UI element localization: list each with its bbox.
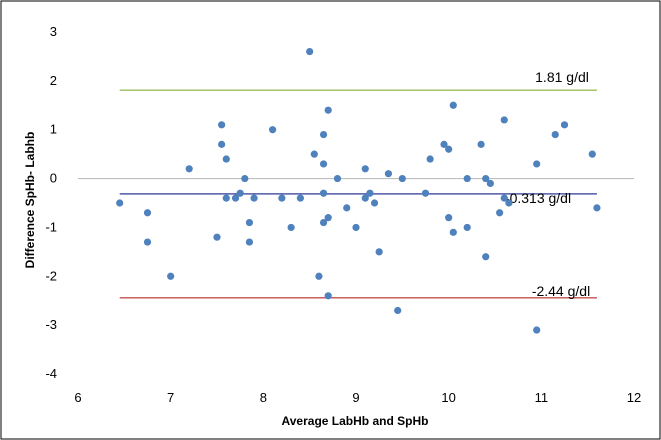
- y-tick-label: 3: [50, 24, 57, 39]
- data-point: [324, 106, 332, 114]
- data-point: [222, 194, 230, 202]
- data-point: [449, 228, 457, 236]
- data-point: [218, 121, 226, 129]
- data-point: [241, 174, 249, 183]
- y-tick-label: -3: [45, 317, 57, 332]
- y-axis-label: Difference SpHb- Labhb: [23, 132, 37, 269]
- reference-line-label: -0.313 g/dl: [505, 190, 571, 206]
- x-tick-label: 11: [535, 390, 549, 405]
- data-point: [533, 160, 541, 168]
- reference-line-label: 1.81 g/dl: [535, 69, 589, 85]
- data-point: [398, 174, 406, 183]
- data-point: [482, 174, 490, 183]
- data-point: [482, 253, 490, 261]
- data-point: [231, 194, 240, 202]
- data-point: [486, 179, 494, 188]
- data-point: [394, 306, 402, 315]
- data-point: [333, 174, 342, 183]
- data-point: [218, 140, 226, 148]
- data-point: [287, 223, 295, 232]
- data-point: [236, 189, 244, 197]
- data-point: [366, 189, 374, 197]
- data-point: [463, 174, 471, 183]
- reference-line-label: -2.44 g/dl: [532, 283, 590, 299]
- data-point: [533, 326, 541, 334]
- data-point: [319, 189, 328, 197]
- data-point: [370, 199, 379, 207]
- data-point: [463, 223, 471, 232]
- data-point: [143, 238, 152, 246]
- data-point: [551, 131, 559, 139]
- data-point: [315, 272, 323, 280]
- data-point: [445, 145, 453, 153]
- data-point: [449, 101, 457, 109]
- data-point: [593, 204, 601, 212]
- data-point: [296, 194, 304, 202]
- data-point: [361, 165, 369, 173]
- data-point: [222, 155, 230, 163]
- y-tick-label: -2: [45, 268, 57, 283]
- data-point: [500, 116, 508, 124]
- data-point: [213, 233, 221, 241]
- data-point: [445, 214, 453, 222]
- x-tick-label: 6: [74, 390, 81, 405]
- data-point: [384, 170, 393, 178]
- data-point: [324, 214, 332, 222]
- reference-lines-layer: 1.81 g/dl -0.313 g/dl -2.44 g/dl: [119, 69, 597, 299]
- data-point: [343, 204, 351, 212]
- x-tick-label: 7: [167, 390, 174, 405]
- data-point: [319, 218, 328, 227]
- data-point: [352, 223, 360, 232]
- data-point: [278, 194, 286, 202]
- x-tick-label: 12: [627, 390, 641, 405]
- data-point: [477, 140, 485, 148]
- x-tick-label: 8: [260, 390, 267, 405]
- data-point: [245, 238, 254, 246]
- x-tick-label: 9: [352, 390, 359, 405]
- y-tick-label: 2: [50, 73, 57, 88]
- data-point: [269, 126, 277, 134]
- data-point: [319, 131, 328, 139]
- data-point: [324, 292, 332, 300]
- y-tick-label: -1: [45, 219, 57, 234]
- y-tick-label: 0: [50, 171, 57, 186]
- data-point: [143, 209, 152, 217]
- data-point: [250, 194, 258, 202]
- data-point: [421, 189, 430, 197]
- data-point: [496, 209, 504, 217]
- x-axis-label: Average LabHb and SpHb: [282, 414, 429, 428]
- data-point: [310, 150, 318, 158]
- data-point: [440, 140, 448, 148]
- data-point: [500, 194, 508, 202]
- data-point: [361, 194, 369, 202]
- data-point: [306, 47, 314, 56]
- data-point: [116, 199, 124, 207]
- data-point: [588, 150, 596, 158]
- data-point: [245, 218, 254, 227]
- data-point: [375, 248, 383, 256]
- data-point: [319, 160, 328, 168]
- data-point: [426, 155, 434, 163]
- points-layer: [116, 47, 601, 334]
- y-tick-label: -4: [45, 366, 57, 381]
- data-point: [185, 165, 193, 173]
- data-point: [505, 199, 513, 207]
- data-point: [167, 272, 175, 280]
- x-tick-label: 10: [441, 390, 455, 405]
- y-tick-label: 1: [50, 122, 57, 137]
- data-point: [560, 121, 569, 129]
